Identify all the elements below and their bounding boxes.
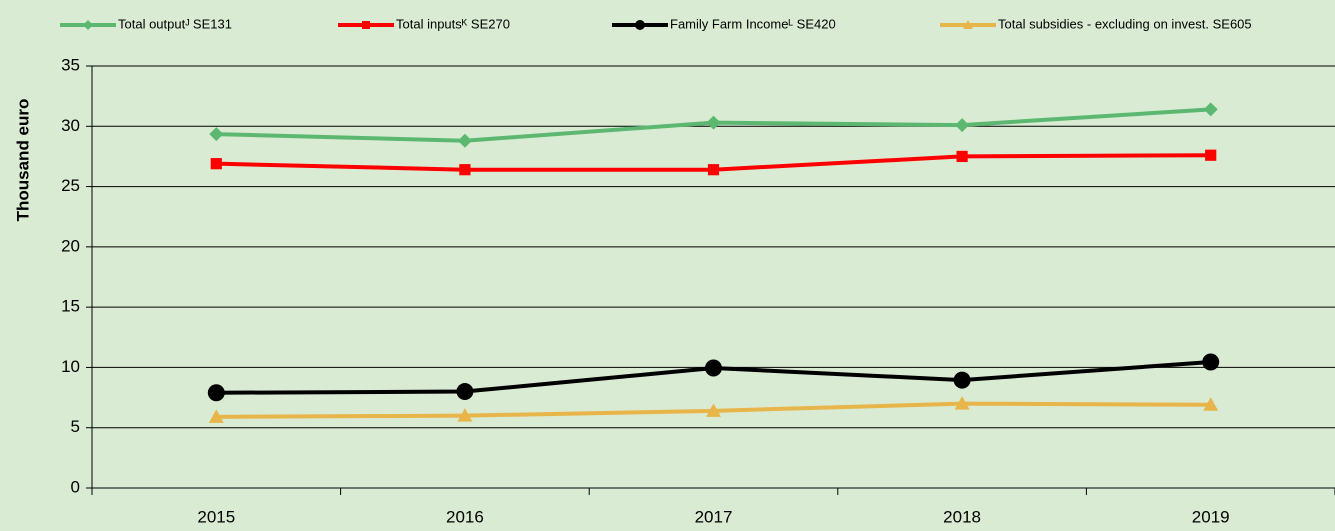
marker bbox=[457, 133, 472, 148]
x-tick-label: 2018 bbox=[943, 507, 981, 526]
marker bbox=[953, 371, 971, 389]
marker bbox=[208, 409, 224, 423]
marker bbox=[705, 359, 722, 377]
marker bbox=[362, 21, 370, 29]
legend-label: Total inputsᴷ SE270 bbox=[396, 16, 510, 31]
y-tick-label: 25 bbox=[61, 176, 80, 195]
x-tick-label: 2019 bbox=[1192, 507, 1230, 526]
marker bbox=[706, 403, 721, 417]
y-tick-label: 10 bbox=[61, 357, 80, 376]
y-axis-label: Thousand euro bbox=[13, 99, 32, 222]
y-tick-label: 20 bbox=[61, 236, 80, 255]
marker bbox=[209, 127, 224, 142]
legend-label: Total subsidies - excluding on invest. S… bbox=[998, 16, 1252, 31]
y-tick-label: 15 bbox=[61, 297, 80, 316]
marker bbox=[83, 20, 93, 30]
marker bbox=[963, 20, 973, 29]
legend-label: Family Farm Incomeᴸ SE420 bbox=[670, 16, 836, 31]
marker bbox=[954, 396, 970, 410]
y-tick-label: 5 bbox=[71, 417, 80, 436]
marker bbox=[456, 383, 474, 401]
y-tick-label: 30 bbox=[61, 116, 80, 135]
marker bbox=[1203, 397, 1219, 411]
marker bbox=[956, 150, 968, 163]
x-tick-label: 2016 bbox=[446, 507, 484, 526]
y-tick-label: 0 bbox=[71, 477, 80, 496]
marker bbox=[1205, 149, 1217, 161]
marker bbox=[459, 164, 471, 176]
x-tick-label: 2015 bbox=[197, 507, 235, 526]
marker bbox=[210, 158, 222, 170]
y-tick-label: 35 bbox=[61, 55, 80, 74]
legend-label: Total outputᴶ SE131 bbox=[118, 16, 232, 31]
marker bbox=[635, 20, 645, 30]
marker bbox=[1203, 102, 1218, 117]
x-tick-label: 2017 bbox=[695, 507, 733, 526]
marker bbox=[1202, 353, 1220, 371]
marker bbox=[707, 164, 720, 176]
marker bbox=[955, 118, 970, 133]
marker bbox=[207, 384, 225, 402]
marker bbox=[457, 408, 473, 422]
marker bbox=[706, 115, 721, 130]
